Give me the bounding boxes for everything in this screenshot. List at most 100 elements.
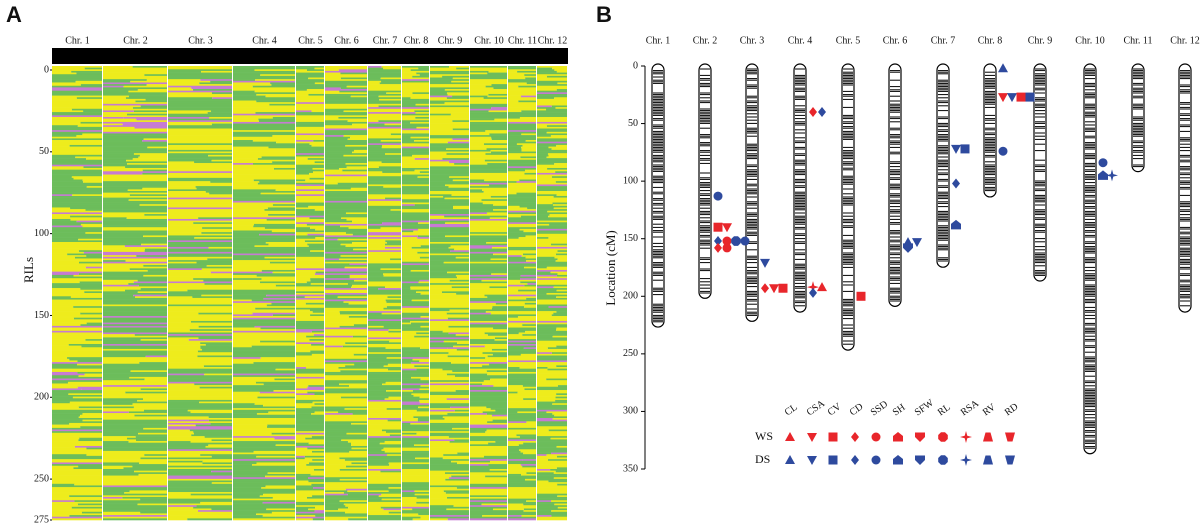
genotype-cell bbox=[430, 159, 469, 162]
genotype-cell bbox=[470, 207, 507, 210]
genotype-cell bbox=[168, 469, 232, 471]
genotype-cell bbox=[103, 191, 167, 193]
genotype-cell bbox=[368, 381, 386, 384]
genotype-cell bbox=[259, 233, 295, 236]
genotype-cell bbox=[537, 214, 550, 216]
genotype-cell bbox=[233, 281, 260, 284]
genotype-cell bbox=[368, 284, 401, 287]
genotype-cell bbox=[233, 120, 259, 123]
column-label: Chr. 7 bbox=[373, 35, 397, 46]
genotype-cell bbox=[325, 388, 367, 391]
genotype-cell bbox=[325, 276, 350, 279]
genotype-cell bbox=[508, 393, 536, 396]
genotype-cell bbox=[537, 276, 567, 279]
genotype-cell bbox=[430, 488, 469, 491]
genotype-cell bbox=[233, 82, 271, 85]
genotype-cell bbox=[168, 192, 210, 195]
genotype-cell bbox=[368, 273, 384, 276]
genotype-cell bbox=[325, 263, 350, 266]
genotype-cell bbox=[402, 493, 415, 496]
genotype-cell bbox=[508, 493, 536, 496]
genotype-cell bbox=[402, 492, 429, 494]
genotype-cell bbox=[537, 187, 567, 190]
genotype-cell bbox=[305, 437, 324, 440]
genotype-cell bbox=[430, 115, 469, 118]
genotype-cell bbox=[103, 266, 167, 269]
genotype-cell bbox=[343, 492, 367, 494]
genotype-cell bbox=[430, 473, 469, 476]
genotype-cell bbox=[470, 294, 485, 297]
genotype-cell bbox=[52, 322, 87, 325]
genotype-cell bbox=[312, 311, 324, 314]
genotype-cell bbox=[537, 307, 567, 310]
genotype-cell bbox=[470, 376, 507, 379]
genotype-cell bbox=[508, 490, 536, 493]
genotype-cell bbox=[201, 268, 232, 271]
genotype-cell bbox=[430, 347, 448, 350]
genotype-cell bbox=[296, 113, 324, 116]
genotype-cell bbox=[307, 158, 324, 161]
genotype-cell bbox=[103, 281, 134, 284]
genotype-cell bbox=[80, 84, 102, 87]
genotype-cell bbox=[368, 210, 401, 213]
genotype-cell bbox=[76, 97, 102, 100]
genotype-cell bbox=[446, 508, 469, 511]
genotype-cell bbox=[103, 158, 133, 161]
genotype-cell bbox=[233, 246, 295, 249]
genotype-cell bbox=[508, 276, 536, 279]
genotype-cell bbox=[470, 158, 507, 161]
genotype-cell bbox=[296, 455, 305, 458]
genotype-cell bbox=[52, 69, 102, 72]
genotype-cell bbox=[368, 105, 379, 108]
genotype-cell bbox=[307, 447, 324, 450]
genotype-cell bbox=[296, 465, 324, 468]
genotype-cell bbox=[508, 409, 536, 412]
genotype-cell bbox=[430, 256, 456, 259]
genotype-cell bbox=[470, 191, 484, 193]
genotype-cell bbox=[325, 375, 367, 378]
genotype-cell bbox=[325, 248, 354, 251]
genotype-cell bbox=[430, 380, 469, 383]
genotype-cell bbox=[103, 149, 167, 152]
genotype-cell bbox=[470, 325, 507, 328]
genotype-cell bbox=[103, 161, 167, 164]
genotype-cell bbox=[470, 419, 493, 422]
genotype-cell bbox=[252, 140, 295, 142]
genotype-cell bbox=[103, 294, 134, 297]
genotype-cell bbox=[521, 110, 536, 113]
genotype-cell bbox=[508, 475, 536, 478]
genotype-cell bbox=[508, 396, 536, 399]
genotype-cell bbox=[340, 72, 367, 75]
genotype-cell bbox=[325, 131, 367, 134]
genotype-cell bbox=[270, 82, 295, 85]
genotype-cell bbox=[103, 121, 167, 124]
genotype-cell bbox=[168, 472, 232, 475]
genotype-cell bbox=[402, 110, 415, 113]
genotype-cell bbox=[555, 107, 567, 110]
genotype-cell bbox=[402, 513, 419, 516]
genotype-cell bbox=[233, 243, 269, 246]
genotype-cell bbox=[491, 307, 507, 310]
genotype-cell bbox=[453, 505, 469, 508]
genotype-cell bbox=[296, 322, 324, 325]
genotype-cell bbox=[325, 238, 338, 241]
genotype-cell bbox=[103, 235, 144, 238]
genotype-cell bbox=[103, 332, 167, 335]
genotype-cell bbox=[103, 217, 127, 220]
genotype-cell bbox=[52, 358, 70, 361]
genotype-cell bbox=[368, 324, 401, 327]
genotype-cell bbox=[430, 464, 469, 467]
genotype-cell bbox=[508, 97, 536, 100]
genotype-cell bbox=[386, 357, 401, 360]
genotype-cell bbox=[430, 325, 449, 328]
genotype-cell bbox=[537, 368, 548, 371]
genotype-cell bbox=[296, 87, 324, 90]
genotype-cell bbox=[443, 261, 469, 264]
genotype-cell bbox=[52, 355, 102, 358]
genotype-cell bbox=[52, 320, 102, 323]
genotype-cell bbox=[134, 126, 167, 129]
genotype-cell bbox=[508, 197, 536, 200]
genotype-cell bbox=[470, 161, 507, 164]
genotype-cell bbox=[77, 386, 102, 389]
genotype-cell bbox=[233, 327, 261, 330]
